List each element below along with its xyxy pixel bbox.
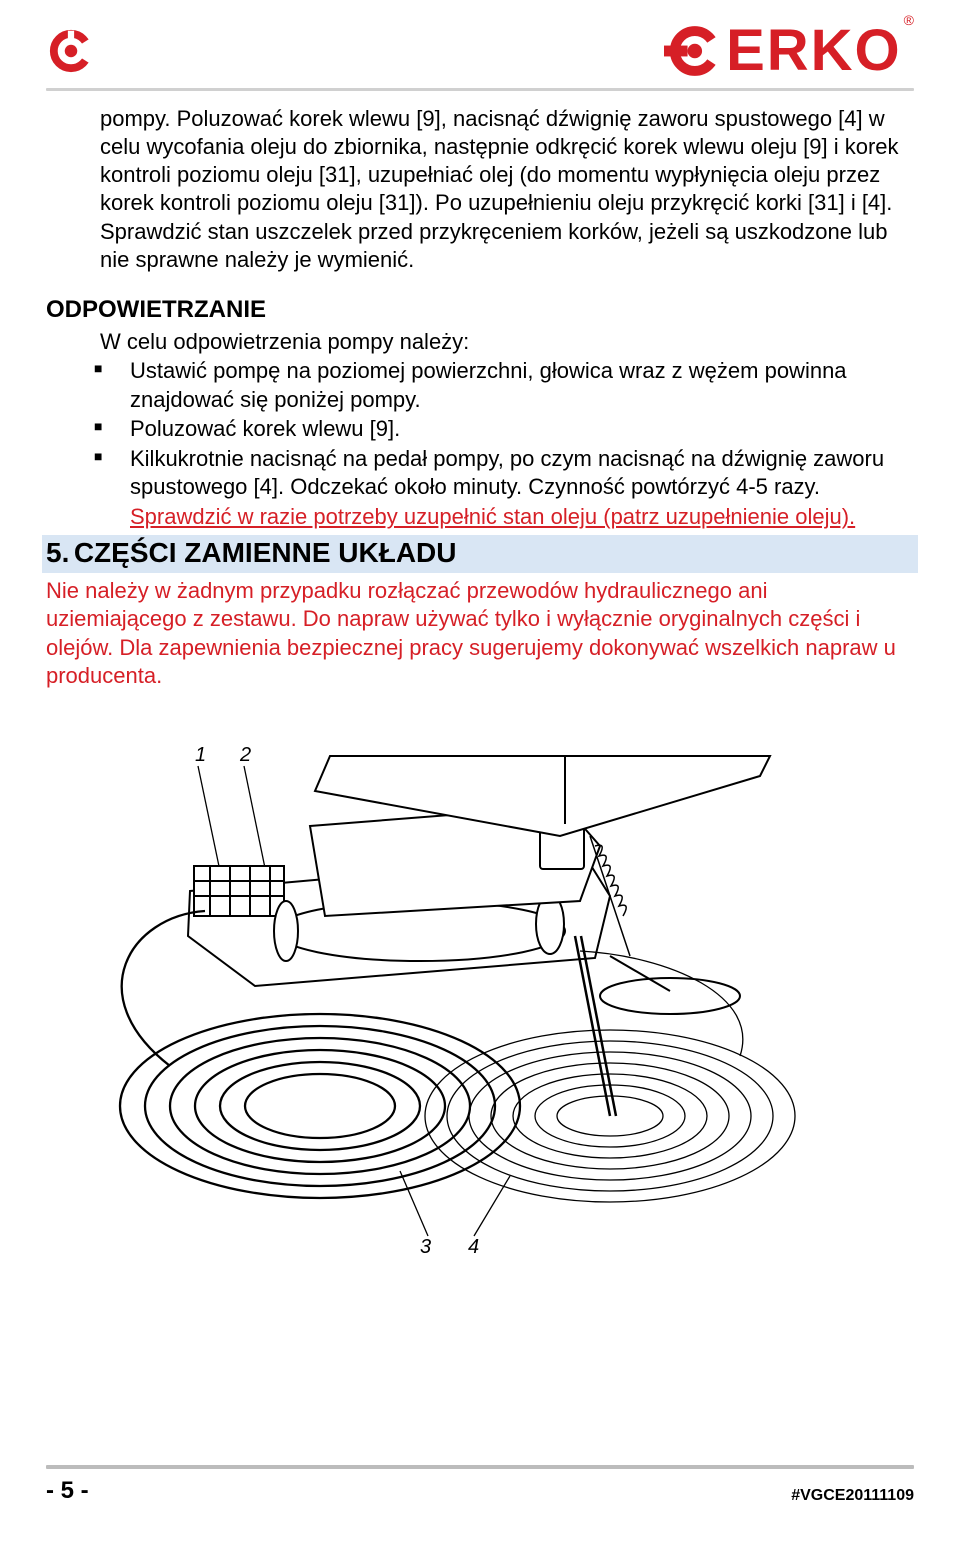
section-number: 5. (46, 537, 69, 568)
list-item: Ustawić pompę na poziomej powierzchni, g… (94, 357, 914, 414)
callout-3: 3 (420, 1236, 431, 1259)
section-title: CZĘŚCI ZAMIENNE UKŁADU (74, 537, 457, 568)
odpowietrzanie-lead: W celu odpowietrzenia pompy należy: (100, 328, 914, 356)
odpowietrzanie-warning: Sprawdzić w razie potrzeby uzupełnić sta… (130, 503, 914, 531)
brand: ERKO ® (664, 22, 914, 80)
section-5-warning: Nie należy w żadnym przypadku rozłączać … (46, 577, 914, 690)
page: ERKO ® pompy. Poluzować korek wlewu [9],… (0, 0, 960, 1547)
header-rule (46, 88, 914, 91)
brand-mark-icon (664, 22, 722, 80)
page-header: ERKO ® (46, 0, 914, 80)
odpowietrzanie-heading: ODPOWIETRZANIE (46, 296, 914, 324)
section-5-heading: 5. CZĘŚCI ZAMIENNE UKŁADU (42, 535, 918, 573)
list-item: Poluzować korek wlewu [9]. (94, 415, 914, 444)
callout-2: 2 (240, 744, 251, 767)
brand-registered: ® (904, 12, 914, 28)
callout-label: 2 (240, 744, 251, 766)
document-id: #VGCE20111109 (791, 1487, 914, 1505)
list-item: Kilkukrotnie nacisnąć na pedał pompy, po… (94, 445, 914, 502)
odpowietrzanie-list: Ustawić pompę na poziomej powierzchni, g… (94, 357, 914, 502)
callout-label: 1 (195, 744, 206, 766)
callout-label: 3 (420, 1236, 431, 1258)
intro-paragraph: pompy. Poluzować korek wlewu [9], nacisn… (100, 105, 914, 274)
callout-1: 1 (195, 744, 206, 767)
page-number: - 5 - (46, 1477, 89, 1505)
page-footer: - 5 - #VGCE20111109 (46, 1457, 914, 1505)
illustration: 1 2 (46, 696, 914, 1261)
callout-4: 4 (468, 1236, 479, 1259)
brand-name: ERKO (726, 22, 902, 80)
logo-mark-icon (46, 26, 96, 76)
callout-label: 4 (468, 1236, 479, 1258)
footer-rule (46, 1465, 914, 1469)
